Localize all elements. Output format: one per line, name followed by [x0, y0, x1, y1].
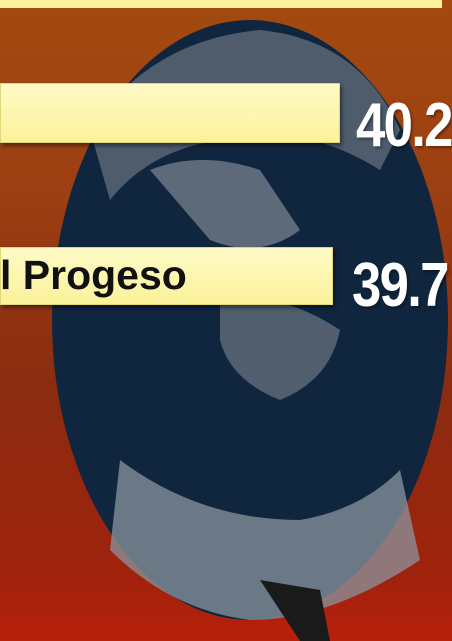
result-value: 40.2	[356, 90, 452, 161]
slide: 40.2 l Progeso 39.7	[0, 0, 452, 641]
result-bar	[0, 83, 340, 143]
result-value: 39.7	[352, 250, 448, 321]
party-label: l Progeso	[0, 252, 187, 299]
